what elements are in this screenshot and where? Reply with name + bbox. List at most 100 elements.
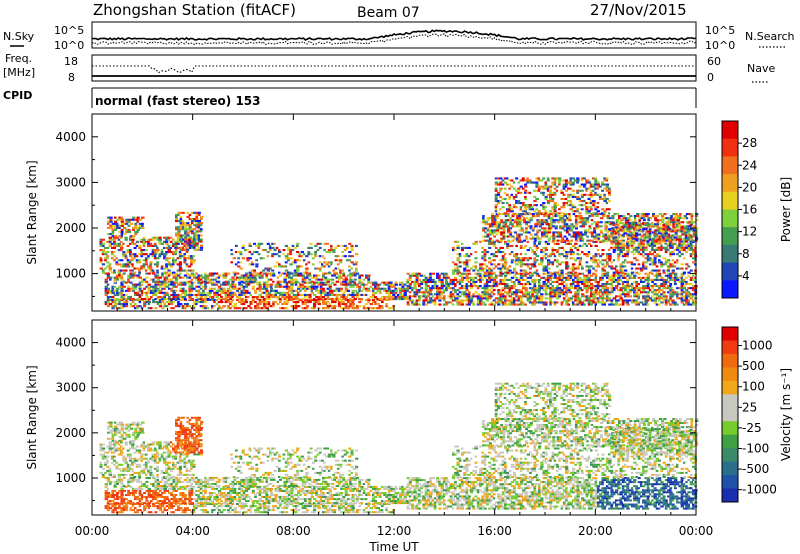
heatmap-cell	[415, 283, 419, 286]
heatmap-cell	[226, 289, 230, 292]
heatmap-cell	[317, 301, 321, 304]
heatmap-cell	[276, 298, 280, 301]
heatmap-cell	[465, 255, 469, 258]
heatmap-cell	[517, 299, 521, 302]
heatmap-cell	[549, 272, 552, 275]
heatmap-cell	[667, 219, 671, 222]
heatmap-cell	[608, 276, 612, 279]
heatmap-cell	[619, 274, 623, 277]
heatmap-cell	[253, 269, 256, 272]
heatmap-cell	[242, 291, 245, 294]
heatmap-cell	[106, 272, 110, 275]
heatmap-cell	[596, 297, 600, 300]
freq-label: Freq.	[5, 52, 32, 65]
heatmap-cell	[544, 301, 548, 304]
heatmap-cell	[590, 293, 594, 296]
heatmap-cell	[174, 276, 178, 279]
heatmap-cell	[408, 297, 412, 300]
heatmap-cell	[224, 289, 228, 292]
heatmap-cell	[172, 257, 175, 260]
heatmap-cell	[526, 272, 530, 275]
heatmap-cell	[583, 285, 587, 288]
heatmap-cell	[454, 263, 458, 266]
heatmap-cell	[147, 303, 150, 306]
heatmap-cell	[315, 301, 318, 304]
heatmap-cell	[533, 287, 536, 290]
heatmap-cell	[222, 289, 226, 292]
heatmap-cell	[518, 239, 522, 242]
heatmap-cell	[272, 280, 275, 283]
heatmap-cell	[549, 299, 552, 302]
heatmap-cell	[263, 307, 266, 310]
heatmap-cell	[258, 301, 261, 304]
heatmap-cell	[174, 289, 178, 292]
heatmap-cell	[163, 271, 166, 274]
heatmap-cell	[233, 305, 237, 308]
heatmap-cell	[113, 251, 116, 254]
heatmap-cell	[486, 239, 490, 242]
heatmap-cell	[348, 269, 351, 272]
heatmap-cell	[667, 301, 670, 304]
heatmap-cell	[346, 305, 351, 308]
heatmap-cell	[642, 291, 645, 294]
heatmap-cell	[617, 278, 621, 281]
heatmap-cell	[115, 289, 119, 292]
heatmap-cell	[577, 233, 580, 236]
heatmap-cell	[129, 235, 133, 238]
heatmap-cell	[263, 305, 267, 308]
heatmap-cell	[518, 235, 521, 238]
heatmap-cell	[190, 211, 194, 214]
heatmap-cell	[556, 219, 560, 222]
heatmap-cell	[333, 305, 337, 308]
heatmap-cell	[488, 261, 492, 264]
heatmap-cell	[284, 261, 288, 264]
heatmap-cell	[458, 299, 462, 302]
heatmap-cell	[590, 244, 593, 247]
heatmap-cell	[488, 272, 491, 275]
heatmap-cell	[293, 269, 297, 272]
heatmap-cell	[544, 269, 549, 272]
heatmap-cell	[637, 263, 641, 266]
heatmap-cell	[502, 229, 506, 232]
heatmap-cell	[380, 298, 384, 301]
heatmap-cell	[578, 261, 582, 264]
heatmap-cell	[188, 285, 191, 288]
heatmap-cell	[499, 181, 503, 184]
heatmap-cell	[605, 274, 610, 277]
heatmap-cell	[692, 299, 695, 302]
heatmap-cell	[222, 291, 226, 294]
heatmap-cell	[249, 301, 253, 304]
heatmap-cell	[517, 289, 520, 292]
heatmap-cell	[163, 236, 167, 239]
heatmap-cell	[120, 307, 124, 310]
heatmap-cell	[200, 215, 204, 218]
heatmap-cell	[574, 267, 578, 270]
heatmap-cell	[482, 227, 486, 230]
heatmap-cell	[287, 253, 290, 256]
heatmap-cell	[106, 276, 110, 279]
heatmap-cell	[610, 261, 613, 264]
heatmap-cell	[556, 221, 561, 224]
heatmap-cell	[165, 267, 169, 270]
heatmap-cell	[306, 276, 309, 279]
heatmap-cell	[501, 278, 505, 281]
heatmap-cell	[501, 295, 506, 298]
heatmap-cell	[578, 301, 583, 304]
heatmap-cell	[351, 303, 355, 306]
heatmap-cell	[193, 232, 196, 235]
heatmap-cell	[578, 257, 582, 260]
heatmap-cell	[156, 298, 160, 301]
heatmap-cell	[463, 285, 467, 288]
heatmap-cell	[197, 234, 201, 237]
heatmap-cell	[193, 248, 196, 251]
heatmap-cell	[292, 280, 296, 283]
heatmap-cell	[323, 257, 326, 260]
heatmap-cell	[689, 246, 694, 249]
heatmap-cell	[624, 265, 627, 268]
heatmap-cell	[660, 285, 663, 288]
heatmap-cell	[664, 287, 669, 290]
heatmap-cell	[129, 249, 132, 252]
heatmap-cell	[374, 291, 378, 294]
heatmap-cell	[383, 281, 386, 284]
heatmap-cell	[306, 274, 309, 277]
